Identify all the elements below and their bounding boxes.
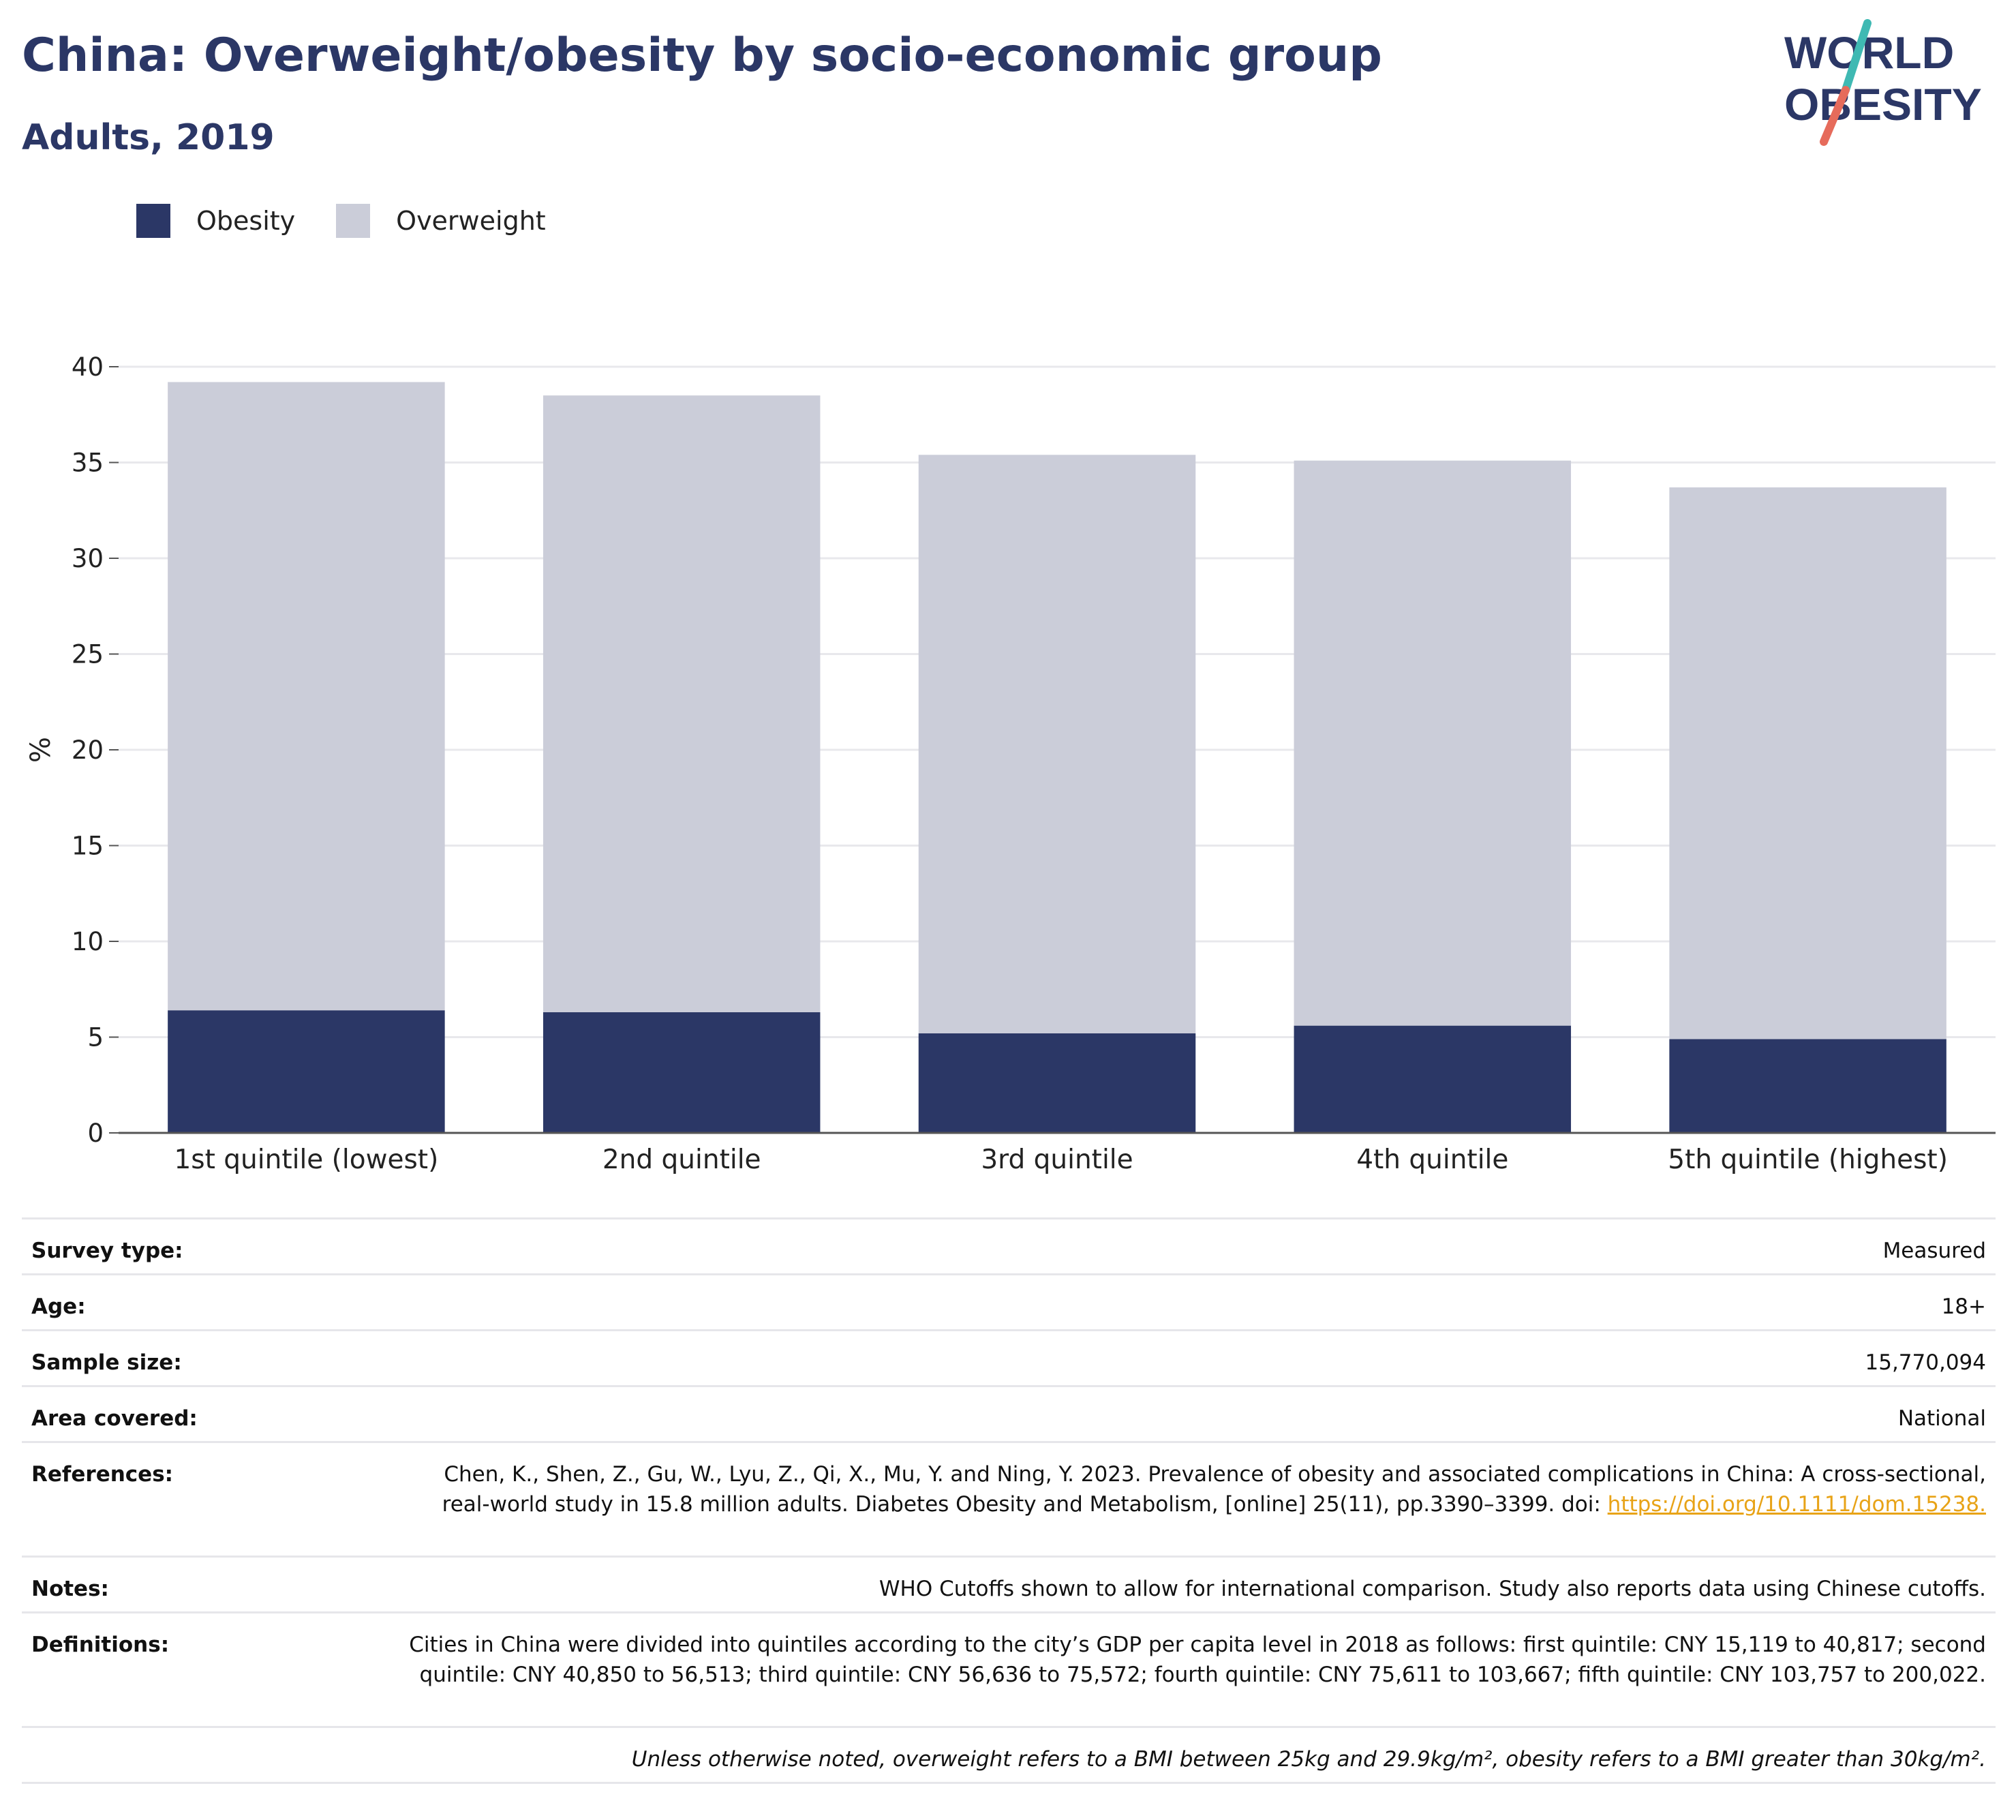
meta-row-footnote: Unless otherwise noted, overweight refer… xyxy=(22,1728,1996,1784)
legend-item-obesity[interactable]: Obesity xyxy=(136,204,295,238)
y-tick-label: 35 xyxy=(72,449,104,478)
meta-label: Survey type: xyxy=(31,1239,183,1263)
meta-row-notes: Notes: WHO Cutoffs shown to allow for in… xyxy=(22,1558,1996,1613)
legend-label-overweight: Overweight xyxy=(396,206,546,236)
bar-obesity-1 xyxy=(168,1010,445,1133)
metadata-table: Survey type: Measured Age: 18+ Sample si… xyxy=(22,1217,1996,1784)
x-tick-label: 3rd quintile xyxy=(981,1144,1133,1175)
bar-obesity-4 xyxy=(1294,1025,1572,1133)
y-tick-label: 25 xyxy=(72,640,104,669)
meta-label: Definitions: xyxy=(31,1633,170,1657)
bar-overweight-5 xyxy=(1669,487,1946,1040)
world-obesity-logo: WORLD OBESITY xyxy=(1784,19,1982,146)
meta-label: Area covered: xyxy=(31,1406,198,1431)
chart-title: China: Overweight/obesity by socio-econo… xyxy=(22,29,1382,82)
meta-value: 15,770,094 xyxy=(1865,1350,1987,1375)
reference-text: Chen, K., Shen, Z., Gu, W., Lyu, Z., Qi,… xyxy=(442,1462,1986,1517)
legend-swatch-overweight xyxy=(336,204,371,238)
bar-obesity-3 xyxy=(918,1033,1196,1133)
bar-overweight-4 xyxy=(1294,460,1572,1026)
bar-obesity-5 xyxy=(1669,1039,1946,1133)
logo-word-obesity: OBESITY xyxy=(1784,79,1982,130)
logo-slash-teal xyxy=(1842,19,1872,94)
logo-word-world: WORLD xyxy=(1784,27,1954,78)
bar-obesity-2 xyxy=(543,1012,821,1133)
y-tick-label: 0 xyxy=(87,1119,104,1148)
meta-row-definitions: Definitions: Cities in China were divide… xyxy=(22,1613,1996,1728)
bar-overweight-1 xyxy=(168,382,445,1011)
meta-row-references: References: Chen, K., Shen, Z., Gu, W., … xyxy=(22,1443,1996,1558)
bar-overweight-3 xyxy=(918,455,1196,1033)
meta-value: National xyxy=(1897,1406,1986,1431)
meta-value: Cities in China were divided into quinti… xyxy=(409,1633,1986,1687)
legend-item-overweight[interactable]: Overweight xyxy=(336,204,546,238)
y-tick-label: 5 xyxy=(87,1023,104,1052)
meta-value-references: Chen, K., Shen, Z., Gu, W., Lyu, Z., Qi,… xyxy=(398,1459,1986,1519)
chart-legend: Obesity Overweight xyxy=(136,202,587,240)
meta-row-sample-size: Sample size: 15,770,094 xyxy=(22,1331,1996,1387)
meta-row-survey-type: Survey type: Measured xyxy=(22,1219,1996,1275)
legend-swatch-obesity xyxy=(136,204,170,238)
meta-label: Sample size: xyxy=(31,1350,182,1375)
y-tick-label: 20 xyxy=(72,735,104,765)
x-tick-label: 2nd quintile xyxy=(602,1144,761,1175)
x-tick-label: 1st quintile (lowest) xyxy=(174,1144,438,1175)
meta-row-area-covered: Area covered: National xyxy=(22,1387,1996,1443)
bar-overweight-2 xyxy=(543,395,821,1012)
meta-row-age: Age: 18+ xyxy=(22,1275,1996,1331)
meta-value: Measured xyxy=(1882,1239,1986,1263)
reference-doi-link[interactable]: https://doi.org/10.1111/dom.15238. xyxy=(1607,1492,1986,1517)
meta-label: References: xyxy=(31,1462,174,1487)
logo-slash-coral xyxy=(1820,86,1850,146)
footnote: Unless otherwise noted, overweight refer… xyxy=(631,1747,1986,1772)
legend-label-obesity: Obesity xyxy=(196,206,296,236)
meta-label: Age: xyxy=(31,1294,86,1319)
y-tick-label: 30 xyxy=(72,544,104,573)
axes: 0 5 10 15 20 25 30 35 40% 1st quintile (lowest) 2n… xyxy=(25,352,1996,1175)
meta-value: 18+ xyxy=(1941,1294,1986,1319)
y-tick-label: 10 xyxy=(72,927,104,956)
y-axis-label: % xyxy=(25,737,57,763)
y-tick-label: 40 xyxy=(72,352,104,382)
meta-label: Notes: xyxy=(31,1577,109,1601)
stacked-bar-chart: 0 5 10 15 20 25 30 35 40% 1st quintile (lowest) 2n… xyxy=(25,352,1996,1175)
x-tick-label: 5th quintile (highest) xyxy=(1668,1144,1948,1175)
chart-subtitle: Adults, 2019 xyxy=(22,117,275,158)
x-tick-label: 4th quintile xyxy=(1356,1144,1508,1175)
y-tick-label: 15 xyxy=(72,832,104,861)
meta-value: WHO Cutoffs shown to allow for internati… xyxy=(879,1577,1986,1601)
bars xyxy=(168,382,1946,1133)
